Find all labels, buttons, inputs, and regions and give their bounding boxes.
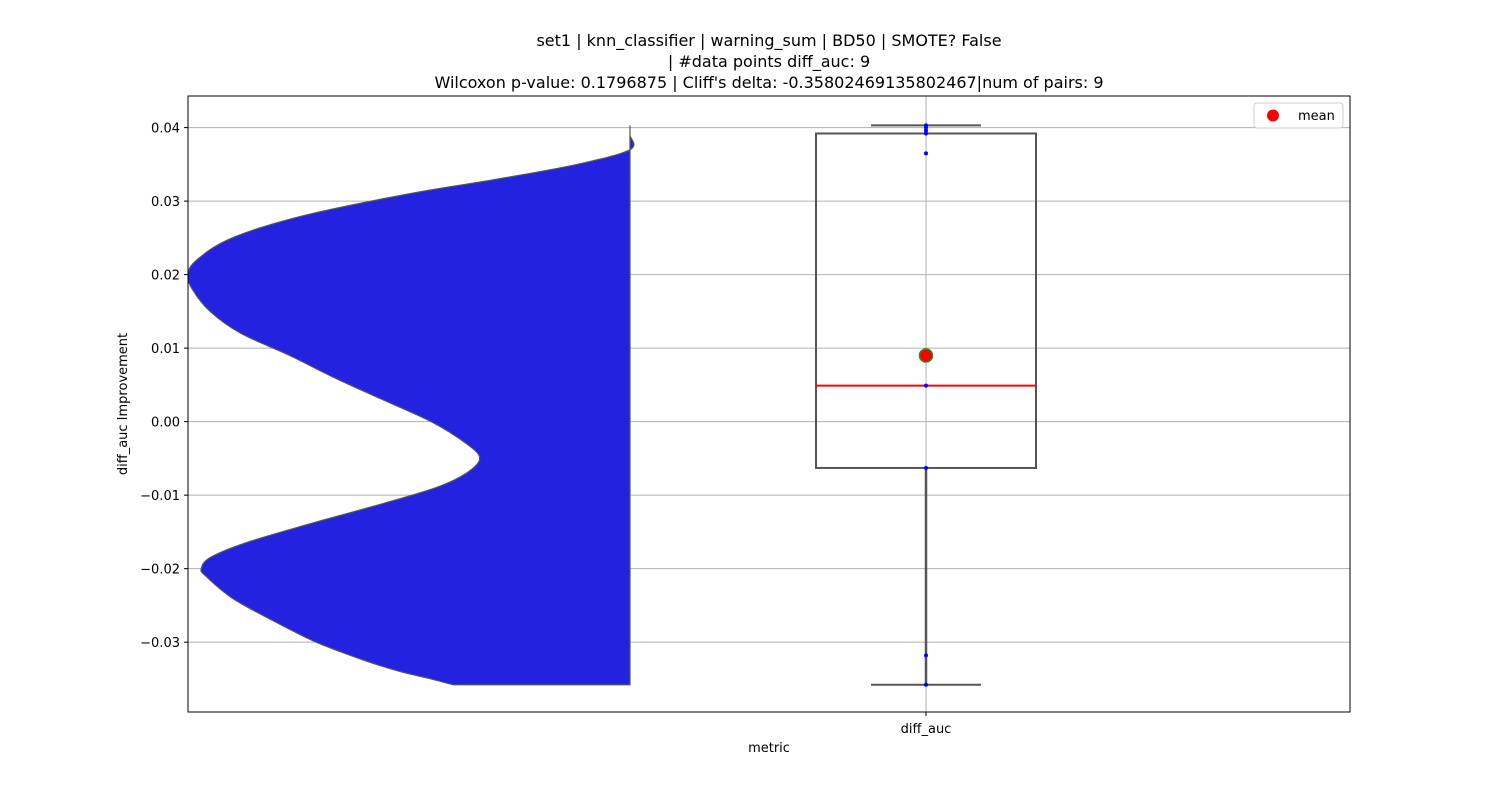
y-axis-label: diff_auc Improvement <box>116 333 131 475</box>
y-tick-label: 0.03 <box>151 195 180 210</box>
legend-frame <box>1253 102 1344 129</box>
y-tick-label: −0.01 <box>140 489 180 504</box>
y-tick-label: 0.02 <box>151 269 180 284</box>
data-point <box>924 123 928 128</box>
title-line-1: set1 | knn_classifier | warning_sum | BD… <box>536 31 1001 51</box>
legend-mean-marker <box>1267 109 1279 122</box>
x-axis: diff_auc <box>901 712 952 737</box>
chart-title: set1 | knn_classifier | warning_sum | BD… <box>434 31 1103 92</box>
data-point <box>924 465 928 470</box>
legend-mean-label: mean <box>1298 109 1335 124</box>
y-axis: −0.03 −0.02 −0.01 0.00 0.01 0.02 0.03 0.04 <box>140 122 188 651</box>
data-point <box>924 383 928 388</box>
x-axis-label: metric <box>748 741 790 756</box>
mean-marker <box>918 348 934 363</box>
y-tick-label: 0.04 <box>151 122 180 137</box>
legend: mean <box>1253 102 1344 129</box>
y-tick-label: −0.03 <box>140 636 180 651</box>
title-line-2: | #data points diff_auc: 9 <box>668 52 870 72</box>
data-point <box>924 128 928 133</box>
data-point <box>924 151 928 156</box>
data-point <box>924 682 928 687</box>
y-tick-label: −0.02 <box>140 563 180 578</box>
y-tick-label: 0.01 <box>151 342 180 357</box>
data-point <box>924 131 928 136</box>
plot-area-frame <box>187 95 1351 713</box>
title-line-3: Wilcoxon p-value: 0.1796875 | Cliff's de… <box>434 73 1103 92</box>
data-points <box>918 123 934 687</box>
violin-plot <box>188 125 635 686</box>
violin-body <box>188 125 635 686</box>
x-tick-label: diff_auc <box>901 722 952 737</box>
data-point <box>924 653 928 658</box>
y-tick-label: 0.00 <box>151 416 180 431</box>
